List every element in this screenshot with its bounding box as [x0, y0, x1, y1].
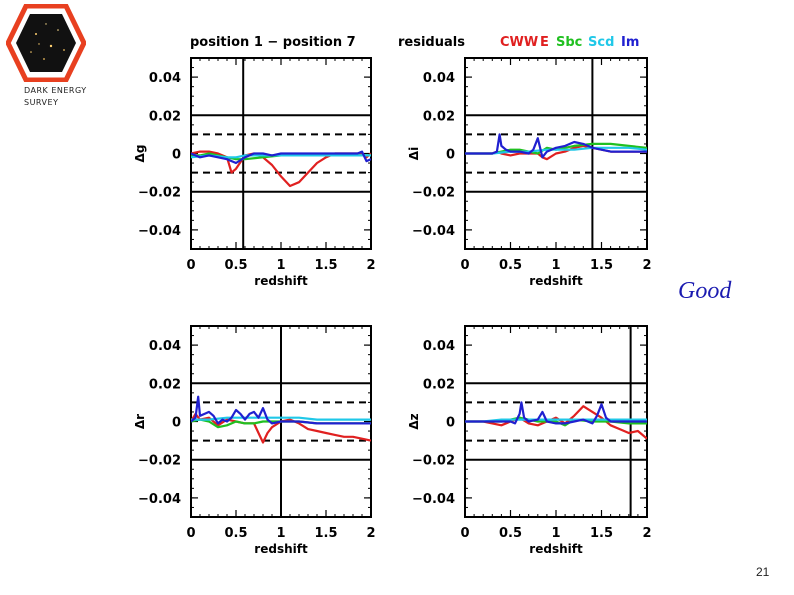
chart-title: position 1 − position 7 [190, 35, 356, 50]
des-logo-hexagon-icon [5, 3, 87, 83]
legend-entry-sbc: Sbc [556, 35, 582, 50]
x-tick-label: 0.5 [499, 258, 522, 273]
y-tick-label: 0.02 [149, 377, 181, 392]
residuals-label: residuals [398, 35, 465, 50]
chart-panels: 0.040.020−0.02−0.040 0.5 1 1.5 2redshiftΔg0.… [133, 57, 652, 556]
x-tick-label: 0.5 [499, 526, 522, 541]
x-axis-label: redshift [529, 542, 583, 556]
x-tick-label: 2 [642, 526, 651, 541]
y-axis-label: Δz [407, 413, 421, 429]
x-tick-label: 0 [186, 258, 195, 273]
x-axis-label: redshift [254, 274, 308, 288]
legend: CWW E Sbc Scd Im [500, 35, 639, 50]
series-line-scd [191, 416, 371, 421]
y-tick-label: −0.04 [412, 492, 455, 507]
x-tick-label: 2 [366, 526, 375, 541]
series-line-scd [465, 418, 647, 423]
good-annotation: Good [678, 278, 732, 304]
y-tick-label: 0.04 [423, 71, 455, 86]
y-tick-label: 0 [446, 416, 455, 431]
x-tick-label: 2 [366, 258, 375, 273]
x-tick-label: 1 [276, 258, 285, 273]
y-axis-label: Δr [133, 414, 147, 429]
x-axis-label: redshift [254, 542, 308, 556]
logo-text-line1: DARK ENERGY [24, 86, 87, 95]
logo-text-line2: SURVEY [24, 98, 59, 107]
y-tick-label: −0.04 [138, 224, 181, 239]
page-number: 21 [756, 565, 770, 579]
y-tick-label: −0.02 [412, 186, 455, 201]
series-line-im [465, 401, 647, 425]
legend-entry-scd: Scd [588, 35, 614, 50]
legend-entry-im: Im [621, 35, 639, 50]
x-tick-label: 1.5 [590, 526, 613, 541]
panel-z: 0.04 0.02 0 −0.02 −0.04 0 0.5 1 1.5 2 redshift Δz [407, 325, 652, 556]
x-tick-label: 1 [551, 526, 560, 541]
x-tick-label: 2 [642, 258, 651, 273]
x-tick-label: 0.5 [224, 526, 247, 541]
panel-r: 0.04 0.02 0 −0.02 −0.04 0 0.5 1 1.5 2 redshift Δr [133, 325, 376, 556]
legend-entry-cww: CWW [500, 35, 538, 50]
y-tick-label: −0.02 [412, 454, 455, 469]
x-tick-label: 0.5 [224, 258, 247, 273]
x-tick-label: 0 [186, 526, 195, 541]
y-tick-label: 0 [446, 148, 455, 163]
y-tick-label: 0.02 [423, 109, 455, 124]
series-line-scd [191, 154, 371, 159]
x-tick-label: 1 [551, 258, 560, 273]
y-tick-label: 0.04 [423, 339, 455, 354]
y-tick-label: −0.02 [138, 454, 181, 469]
x-tick-label: 0 [460, 526, 469, 541]
panel-g: 0.04 0.02 0 −0.02 −0.04 0 0.5 1 1.5 2 redshift Δg [133, 57, 376, 288]
des-logo: DARK ENERGY SURVEY [5, 3, 116, 114]
y-axis-label: Δg [133, 145, 147, 163]
y-tick-label: 0 [172, 416, 181, 431]
panel-i: 0.04 0.02 0 −0.02 −0.04 0 0.5 1 1.5 2 redshift Δi [407, 57, 652, 288]
series-line-e [191, 412, 371, 444]
y-tick-label: −0.02 [138, 186, 181, 201]
x-axis-label: redshift [529, 274, 583, 288]
y-tick-label: 0 [172, 148, 181, 163]
series-line-im [191, 395, 371, 425]
x-tick-label: 1.5 [314, 526, 337, 541]
series-line-scd [465, 146, 647, 155]
legend-entry-e: E [540, 35, 549, 50]
x-tick-label: 0 [460, 258, 469, 273]
y-tick-label: 0.04 [149, 339, 181, 354]
y-tick-label: −0.04 [138, 492, 181, 507]
x-tick-label: 1.5 [314, 258, 337, 273]
y-tick-label: 0.02 [423, 377, 455, 392]
y-axis-label: Δi [407, 147, 421, 160]
series-line-im [465, 133, 647, 159]
y-tick-label: 0.04 [149, 71, 181, 86]
x-tick-label: 1 [276, 526, 285, 541]
y-tick-label: −0.04 [412, 224, 455, 239]
series-line-im [191, 150, 371, 165]
y-tick-label: 0.02 [149, 109, 181, 124]
x-tick-label: 1.5 [590, 258, 613, 273]
